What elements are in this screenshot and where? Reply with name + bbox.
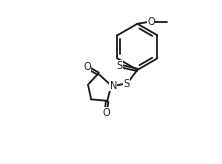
Text: S: S [116,61,122,71]
Text: O: O [147,17,155,27]
Text: O: O [102,108,110,118]
Text: O: O [83,62,91,72]
Text: N: N [109,81,117,91]
Text: S: S [124,79,130,89]
